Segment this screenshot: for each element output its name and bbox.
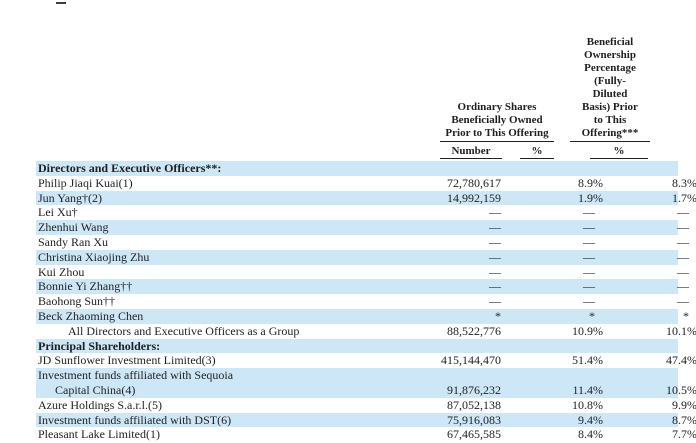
row-label: Beck Zhaoming Chen	[38, 308, 144, 323]
cell-number-of-shares: 415,144,470	[441, 353, 501, 368]
cell-percent-owned: —	[583, 220, 595, 235]
cell-percent-owned: 51.4%	[572, 353, 603, 368]
cell-percent-owned: 8.4%	[578, 427, 603, 442]
cell-percent-owned: —	[583, 279, 595, 294]
row-label: Zhenhui Wang	[38, 220, 109, 235]
cell-number-of-shares: 75,916,083	[447, 412, 501, 427]
row-label: Lei Xu†	[38, 205, 78, 220]
cell-percent-fully-diluted: 10.1%	[666, 323, 696, 338]
table-row: Principal Shareholders:	[36, 338, 678, 354]
cell-percent-owned: —	[583, 249, 595, 264]
row-label: Kui Zhou	[38, 264, 85, 279]
table-row: Capital China(4) 91,876,232 11.4% 10.5%	[36, 382, 696, 398]
cell-number-of-shares: —	[489, 205, 501, 220]
row-label: Investment funds affiliated with DST(6)	[38, 412, 232, 427]
cell-number-of-shares: *	[495, 308, 501, 323]
cell-number-of-shares: 87,052,138	[447, 397, 501, 412]
cell-number-of-shares: 91,876,232	[447, 382, 501, 397]
cell-percent-fully-diluted: 10.5%	[666, 382, 696, 397]
cell-percent-owned: *	[589, 308, 595, 323]
table-row: JD Sunflower Investment Limited(3) 415,1…	[36, 353, 696, 368]
cell-percent-owned: 10.9%	[572, 323, 603, 338]
cell-number-of-shares: —	[489, 234, 501, 249]
table-row: Azure Holdings S.a.r.l.(5) 87,052,138 10…	[36, 397, 696, 413]
cell-percent-owned: —	[583, 205, 595, 220]
cell-percent-fully-diluted: —	[677, 264, 689, 279]
row-label: JD Sunflower Investment Limited(3)	[38, 353, 216, 368]
cell-number-of-shares: 14,992,159	[447, 190, 501, 205]
row-label: All Directors and Executive Officers as …	[68, 323, 300, 338]
row-label: Azure Holdings S.a.r.l.(5)	[38, 397, 162, 412]
table-row: Philip Jiaqi Kuai(1) 72,780,617 8.9% 8.3…	[36, 175, 696, 191]
table-row: Investment funds affiliated with Sequoia	[36, 368, 678, 383]
row-label: Christina Xiaojing Zhu	[38, 249, 150, 264]
row-label: Jun Yang†(2)	[38, 190, 103, 205]
cell-percent-owned: 10.8%	[572, 397, 603, 412]
cell-percent-owned: 9.4%	[578, 412, 603, 427]
column-group-ordinary-shares: Ordinary Shares Beneficially Owned Prior…	[440, 101, 554, 142]
stray-dash-mark	[56, 2, 66, 4]
cell-percent-owned: —	[583, 264, 595, 279]
row-label: Pleasant Lake Limited(1)	[38, 427, 160, 442]
cell-percent-fully-diluted: —	[677, 220, 689, 235]
row-label: Capital China(4)	[55, 382, 136, 397]
cell-percent-owned: 8.9%	[578, 175, 603, 190]
row-label: Philip Jiaqi Kuai(1)	[38, 175, 133, 190]
cell-percent-owned: —	[583, 294, 595, 309]
table-row: Directors and Executive Officers**:	[36, 161, 678, 176]
cell-percent-fully-diluted: 7.7%	[672, 427, 696, 442]
cell-percent-owned: 11.4%	[572, 382, 603, 397]
table-row: Kui Zhou — — —	[36, 264, 689, 280]
row-label: Baohong Sun††	[38, 294, 116, 309]
cell-number-of-shares: —	[489, 279, 501, 294]
cell-percent-owned: —	[583, 234, 595, 249]
cell-number-of-shares: —	[489, 264, 501, 279]
cell-percent-fully-diluted: —	[677, 249, 689, 264]
cell-percent-fully-diluted: 1.7%	[672, 190, 696, 205]
row-label: Principal Shareholders:	[38, 338, 161, 353]
table-row: Investment funds affiliated with DST(6) …	[36, 412, 696, 428]
table-row: All Directors and Executive Officers as …	[36, 323, 696, 339]
row-label: Investment funds affiliated with Sequoia	[38, 368, 234, 383]
cell-percent-fully-diluted: —	[677, 294, 689, 309]
cell-number-of-shares: —	[489, 294, 501, 309]
cell-number-of-shares: 72,780,617	[447, 175, 501, 190]
cell-percent-fully-diluted: 8.3%	[672, 175, 696, 190]
cell-number-of-shares: —	[489, 249, 501, 264]
table-row: Bonnie Yi Zhang†† — — —	[36, 279, 689, 295]
cell-percent-fully-diluted: 9.9%	[672, 397, 696, 412]
cell-percent-owned: 1.9%	[578, 190, 603, 205]
table-row: Lei Xu† — — —	[36, 205, 689, 220]
table-row: Jun Yang†(2) 14,992,159 1.9% 1.7%	[36, 190, 696, 206]
table-body: Directors and Executive Officers**: Phil…	[36, 161, 696, 442]
subheader-number: Number	[440, 145, 502, 159]
cell-number-of-shares: 67,465,585	[447, 427, 501, 442]
table-row: Pleasant Lake Limited(1) 67,465,585 8.4%…	[36, 427, 696, 442]
cell-percent-fully-diluted: —	[677, 234, 689, 249]
subheader-percent-owned: %	[520, 145, 554, 159]
column-group-fully-diluted: Beneficial Ownership Percentage (Fully- …	[570, 36, 650, 142]
table-row: Sandy Ran Xu — — —	[36, 234, 689, 250]
table-row: Christina Xiaojing Zhu — — —	[36, 249, 689, 265]
cell-percent-fully-diluted: *	[683, 308, 689, 323]
row-label: Directors and Executive Officers**:	[38, 161, 222, 175]
table-row: Zhenhui Wang — — —	[36, 220, 689, 235]
cell-percent-fully-diluted: —	[677, 205, 689, 220]
cell-percent-fully-diluted: 8.7%	[672, 412, 696, 427]
cell-percent-fully-diluted: —	[677, 279, 689, 294]
cell-number-of-shares: —	[489, 220, 501, 235]
row-label: Bonnie Yi Zhang††	[38, 279, 133, 294]
table-row: Beck Zhaoming Chen * * *	[36, 308, 689, 324]
row-label: Sandy Ran Xu	[38, 234, 108, 249]
cell-percent-fully-diluted: 47.4%	[666, 353, 696, 368]
table-row: Baohong Sun†† — — —	[36, 294, 689, 309]
subheader-percent-fully-diluted: %	[590, 145, 648, 159]
cell-number-of-shares: 88,522,776	[447, 323, 501, 338]
